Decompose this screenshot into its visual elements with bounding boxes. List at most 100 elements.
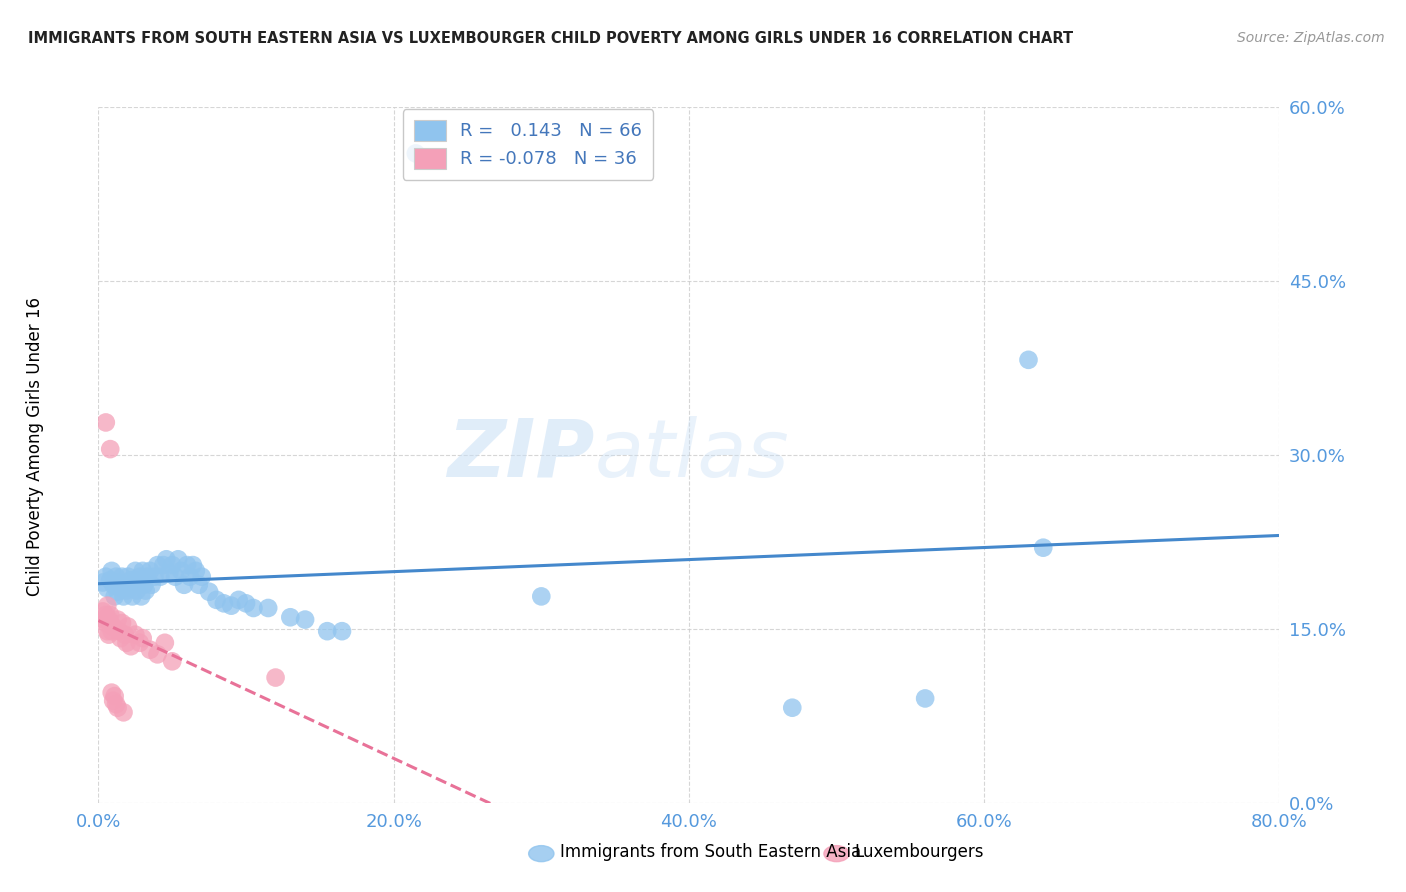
Point: [98, 607, 121, 622]
Point: [152, 558, 174, 573]
Point: [1032, 541, 1054, 555]
Point: [110, 582, 132, 596]
Point: [146, 648, 169, 662]
Point: [96, 624, 118, 639]
Point: [125, 583, 148, 598]
Point: [111, 570, 134, 584]
Point: [782, 700, 804, 714]
Point: [104, 689, 127, 703]
Point: [228, 592, 250, 607]
Point: [235, 596, 257, 610]
Point: [124, 564, 146, 578]
Point: [280, 610, 302, 624]
Point: [103, 619, 125, 633]
Point: [100, 624, 122, 639]
Point: [98, 442, 121, 456]
Point: [128, 636, 150, 650]
Text: ZIP: ZIP: [447, 416, 595, 494]
Point: [107, 613, 129, 627]
Point: [530, 590, 553, 604]
Point: [198, 584, 221, 599]
Point: [129, 590, 152, 604]
Point: [104, 590, 127, 604]
Point: [264, 671, 287, 685]
Point: [117, 619, 139, 633]
Point: [103, 694, 125, 708]
Point: [110, 631, 132, 645]
Point: [112, 706, 135, 720]
Point: [97, 613, 120, 627]
Point: [120, 639, 142, 653]
Point: [191, 570, 214, 584]
Point: [117, 570, 139, 584]
Point: [330, 624, 353, 639]
Point: [316, 624, 339, 639]
Text: Source: ZipAtlas.com: Source: ZipAtlas.com: [1237, 31, 1385, 45]
Point: [212, 596, 235, 610]
Point: [187, 578, 209, 592]
Point: [132, 564, 155, 578]
Point: [141, 578, 163, 592]
Point: [179, 570, 201, 584]
Point: [94, 607, 117, 622]
Point: [93, 613, 115, 627]
Point: [114, 578, 136, 592]
Point: [103, 578, 125, 592]
Point: [157, 566, 180, 581]
Point: [136, 570, 159, 584]
Point: [155, 552, 177, 566]
Point: [124, 628, 146, 642]
Point: [170, 564, 193, 578]
Point: [121, 590, 143, 604]
Point: [1018, 352, 1040, 367]
Point: [91, 605, 114, 619]
Point: [105, 570, 128, 584]
Point: [162, 654, 183, 668]
Text: Luxembourgers: Luxembourgers: [855, 843, 984, 861]
Point: [98, 615, 121, 630]
Point: [149, 570, 172, 584]
Point: [122, 578, 145, 592]
Point: [96, 582, 118, 596]
Point: [405, 146, 427, 161]
Point: [91, 575, 114, 590]
Point: [205, 592, 228, 607]
Point: [176, 558, 198, 573]
Point: [184, 564, 207, 578]
Point: [294, 613, 316, 627]
Point: [181, 558, 204, 573]
Legend: R =   0.143   N = 66, R = -0.078   N = 36: R = 0.143 N = 66, R = -0.078 N = 36: [402, 109, 654, 179]
Point: [165, 570, 187, 584]
Text: IMMIGRANTS FROM SOUTH EASTERN ASIA VS LUXEMBOURGER CHILD POVERTY AMONG GIRLS UND: IMMIGRANTS FROM SOUTH EASTERN ASIA VS LU…: [28, 31, 1073, 46]
Point: [112, 590, 135, 604]
Point: [153, 636, 176, 650]
Point: [173, 578, 195, 592]
Point: [98, 573, 121, 587]
Point: [114, 628, 136, 642]
Point: [134, 578, 156, 592]
Point: [94, 570, 117, 584]
Text: Immigrants from South Eastern Asia: Immigrants from South Eastern Asia: [560, 843, 860, 861]
Text: Child Poverty Among Girls Under 16: Child Poverty Among Girls Under 16: [27, 296, 44, 596]
Point: [135, 583, 157, 598]
Point: [108, 575, 131, 590]
Point: [221, 599, 243, 613]
Text: atlas: atlas: [595, 416, 789, 494]
Point: [96, 599, 118, 613]
Point: [100, 564, 122, 578]
Point: [257, 601, 280, 615]
Point: [105, 698, 128, 712]
Point: [115, 636, 138, 650]
Point: [107, 584, 129, 599]
Point: [94, 615, 117, 630]
Point: [162, 558, 183, 573]
Point: [120, 573, 142, 587]
Point: [132, 631, 155, 645]
Point: [115, 583, 138, 598]
Point: [127, 573, 149, 587]
Point: [108, 624, 131, 639]
Point: [146, 558, 169, 573]
Point: [139, 642, 162, 657]
Point: [914, 691, 936, 706]
Point: [100, 685, 122, 699]
